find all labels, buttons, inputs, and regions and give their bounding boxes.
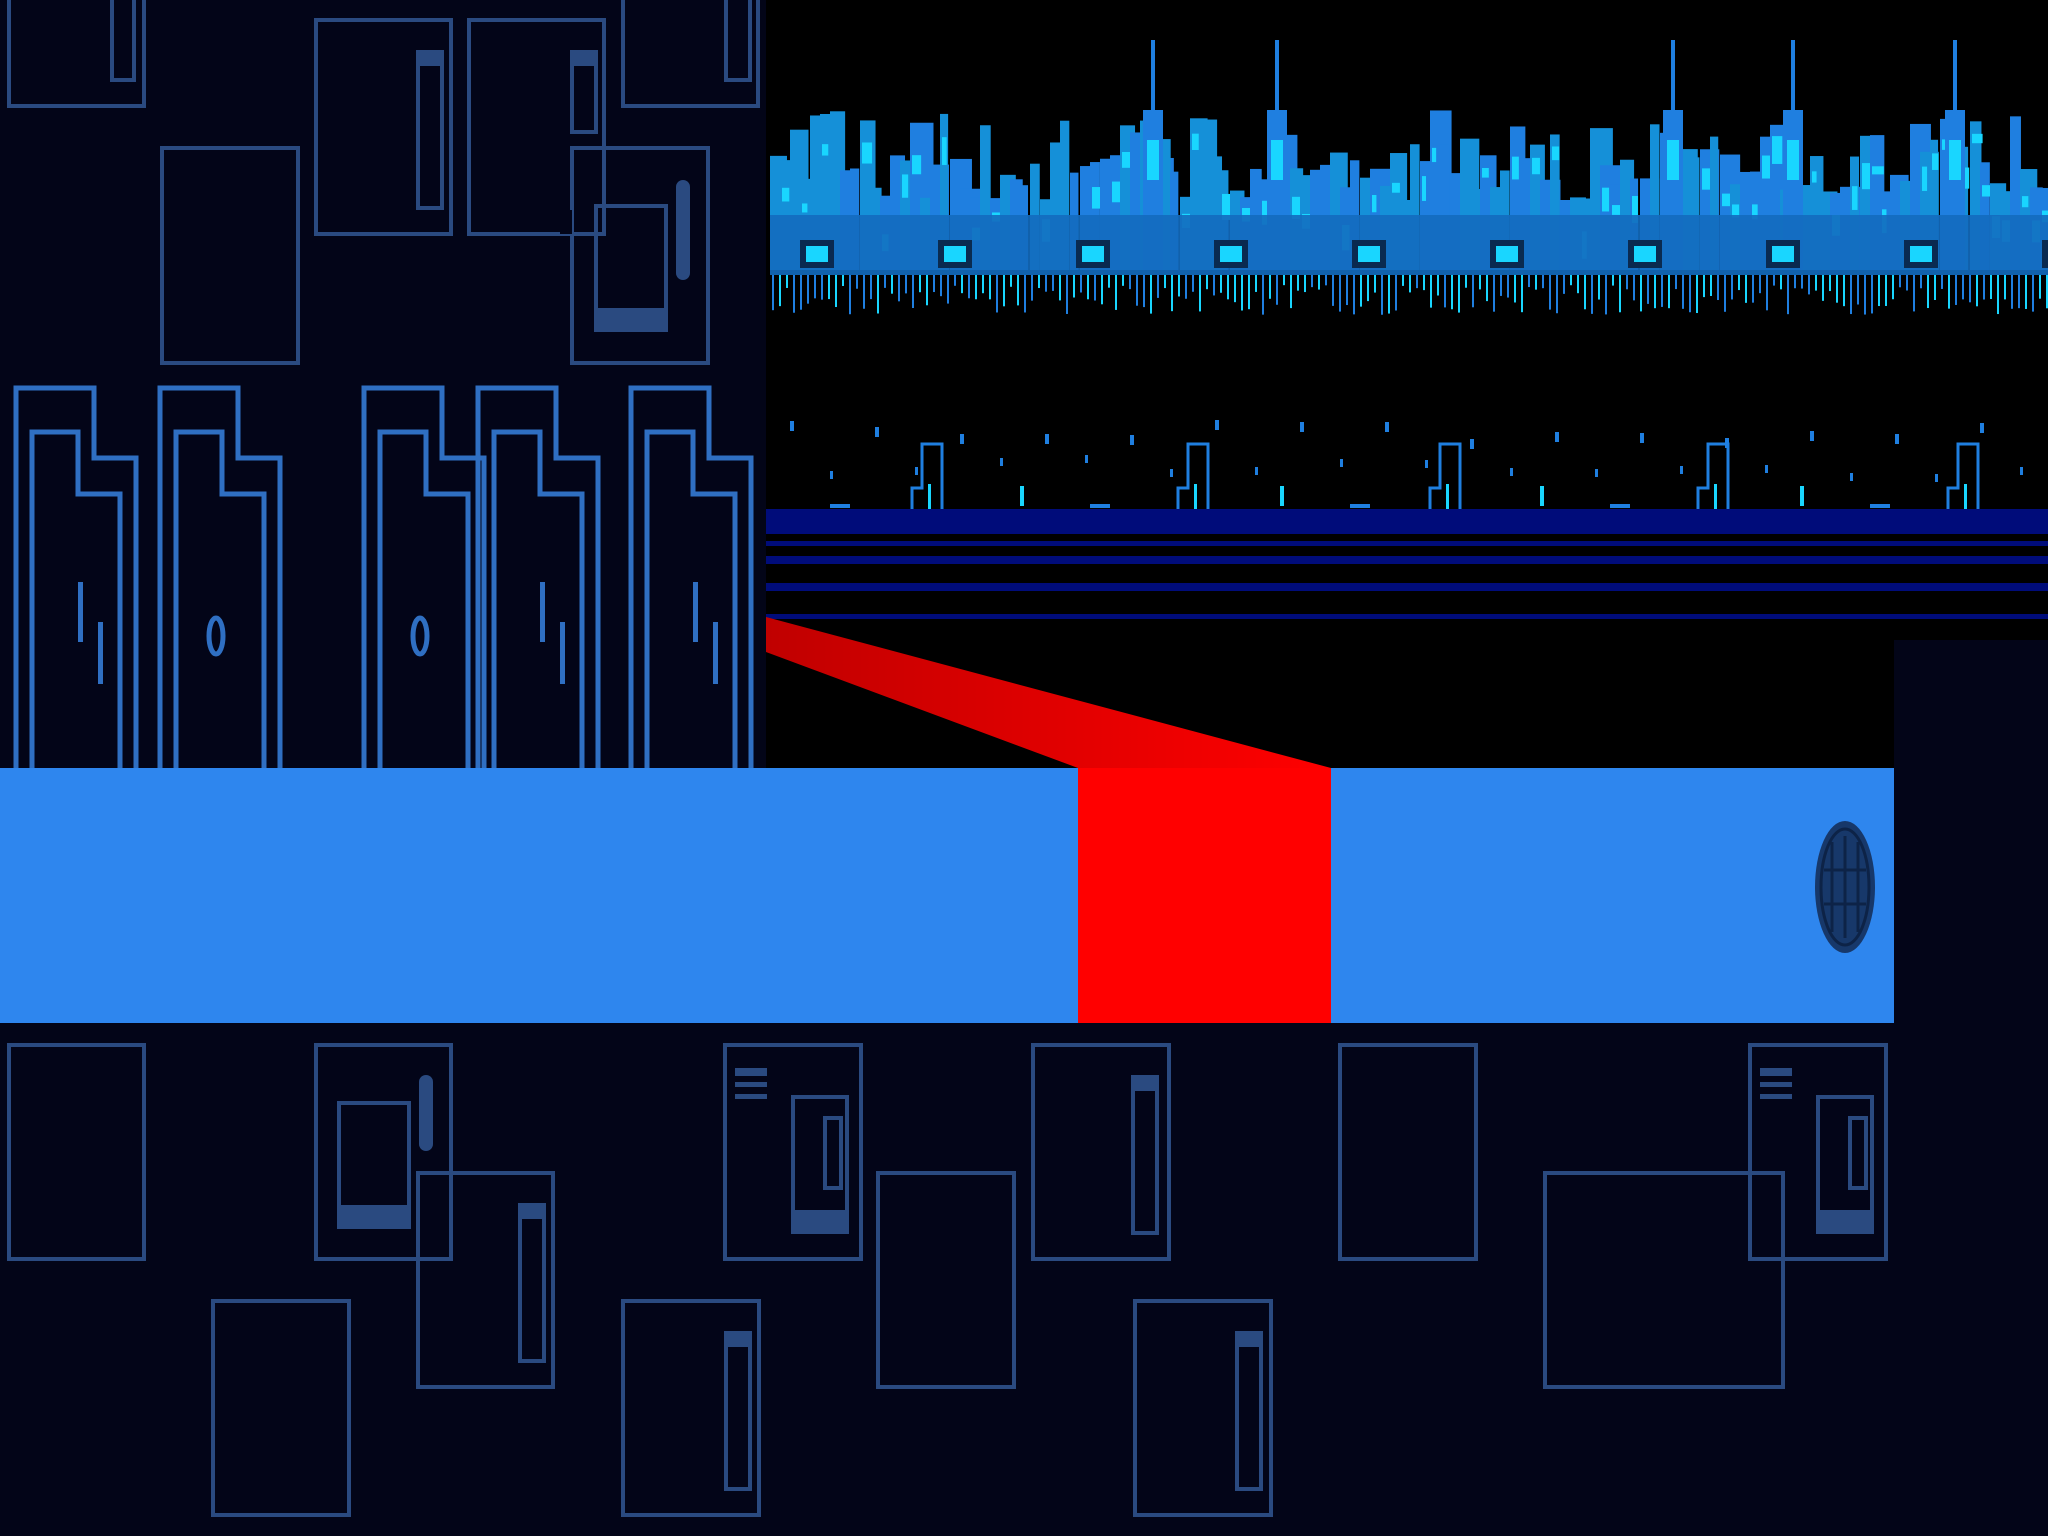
distant-buildings	[790, 420, 2023, 509]
blue-walkway	[0, 768, 1894, 1023]
door-icon	[475, 385, 601, 768]
right-wall	[1894, 640, 2048, 1536]
door-icon	[361, 385, 487, 768]
horizon-stripes	[766, 509, 2048, 619]
apartment-wall-upper	[0, 0, 766, 768]
door-icon	[628, 385, 754, 768]
door-icon	[13, 385, 139, 768]
apartment-wall-lower	[0, 1023, 1894, 1536]
manhole-cover	[1815, 821, 1875, 953]
door-icon	[157, 385, 283, 768]
red-beam-path	[766, 617, 1331, 768]
apartment-doors	[13, 385, 754, 768]
city-skyline	[766, 0, 2048, 320]
